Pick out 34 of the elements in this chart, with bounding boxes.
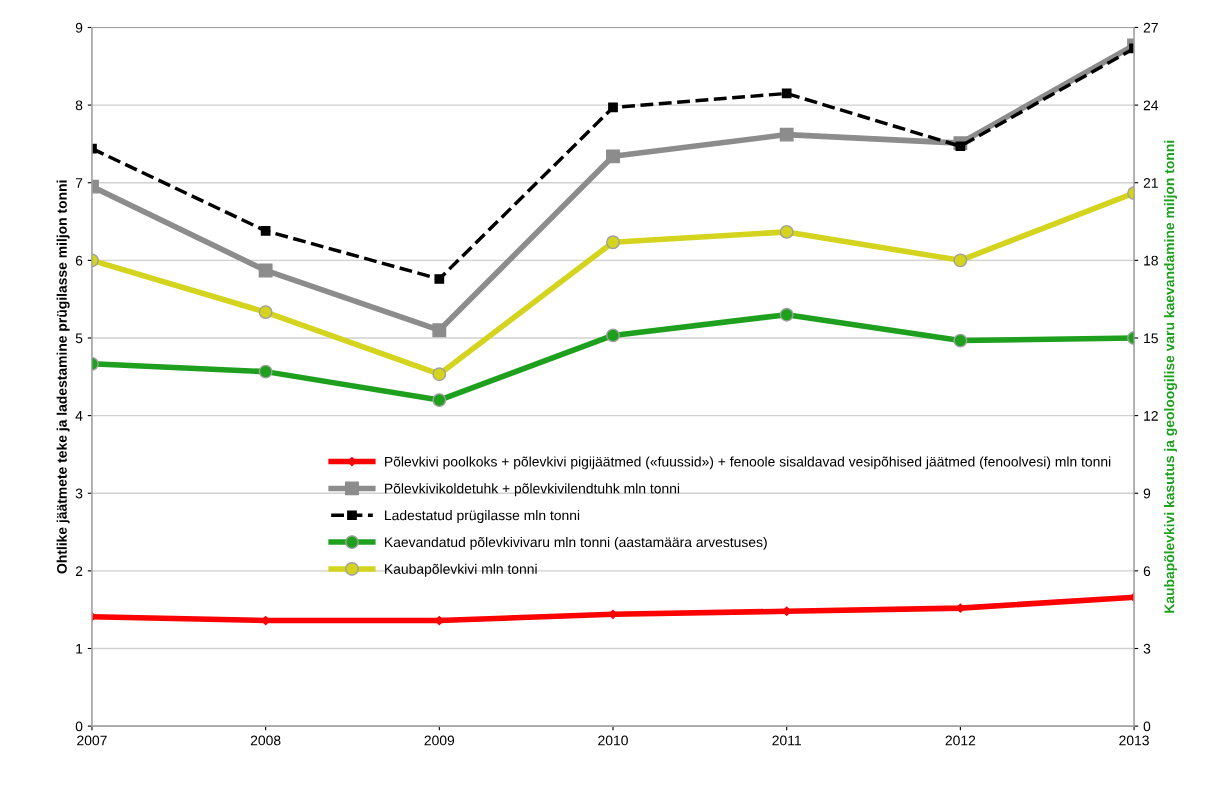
y-tick-label: 8: [75, 100, 83, 111]
y2-tick-label: 12: [1144, 410, 1158, 421]
y-tick-label: 5: [75, 333, 83, 344]
x-tick-label: 2007: [77, 735, 107, 746]
y2-tick-label: 21: [1143, 178, 1158, 188]
x-tick-label: 2011: [772, 735, 801, 746]
y2-tick-label: 27: [1143, 22, 1158, 33]
y-tick-label: 0: [75, 721, 83, 732]
y2-tick-label: 0: [1143, 721, 1151, 732]
legend-label: Põlevkivikoldetuhk + põlevkivilendtuhk mln tonni: [385, 483, 680, 497]
y-axis-title: Ohtlike jäätmete teke ja ladestamine prügilasse miljon tonni: [56, 180, 70, 574]
x-tick-label: 2012: [945, 735, 976, 746]
x-tick-label: 2008: [250, 735, 281, 746]
y2-tick-label: 18: [1144, 255, 1158, 266]
y-tick-label: 4: [75, 411, 83, 421]
y-tick-label: 7: [75, 178, 83, 188]
x-tick-label: 2013: [1119, 735, 1149, 746]
legend-label: Kaevandatud põlevkivivaru mln tonni (aastamäära arvestuses): [385, 536, 767, 550]
y2-tick-label: 6: [1143, 566, 1151, 577]
y2-axis-title: Kaubapõlevkivi kasutus ja geoloogilise varu kaevandamine miljon tonni: [1164, 140, 1178, 613]
y-tick-label: 1: [76, 643, 83, 654]
legend-label: Ladestatud prügilasse mln tonni: [385, 510, 580, 523]
x-tick-label: 2009: [424, 735, 455, 746]
y2-tick-label: 9: [1143, 488, 1151, 499]
legend-label: Kaubapõlevkivi mln tonni: [385, 563, 537, 577]
legend-label: Põlevkivi poolkoks + põlevkivi pigijäätmed («fuussid») + fenoole sisaldavad vesipõhised jäätmed (fenoolvesi) mln tonni: [385, 456, 1111, 470]
y-tick-label: 6: [75, 255, 83, 266]
x-tick-label: 2010: [598, 735, 628, 746]
y-tick-label: 3: [75, 488, 83, 499]
y2-tick-label: 24: [1143, 100, 1159, 111]
y2-tick-label: 15: [1144, 333, 1158, 344]
y-tick-label: 2: [75, 566, 83, 576]
y2-tick-label: 3: [1143, 643, 1151, 654]
y-tick-label: 9: [75, 22, 83, 33]
